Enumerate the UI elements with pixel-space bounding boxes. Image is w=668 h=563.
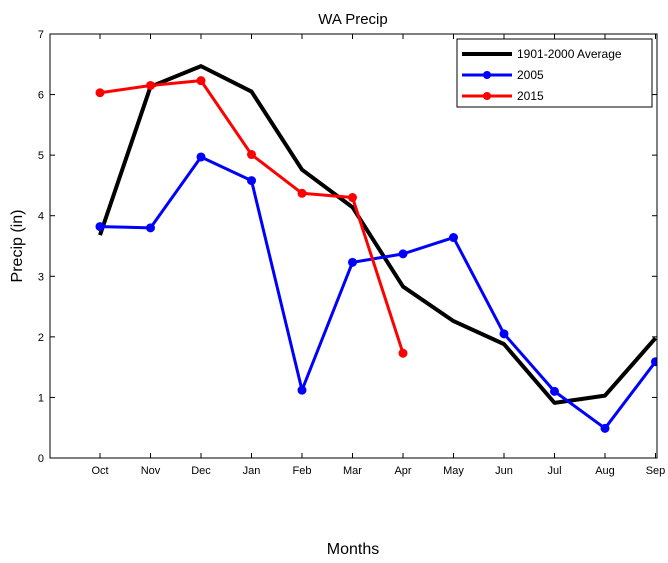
data-point: [550, 386, 559, 396]
legend-label: 1901-2000 Average: [517, 47, 622, 61]
data-point: [348, 257, 357, 267]
series-1: [95, 152, 657, 433]
plot-frame: [49, 33, 658, 459]
x-axis-label: Months: [327, 541, 379, 558]
y-tick-label: 5: [38, 150, 44, 162]
x-tick-label: Sep: [646, 465, 666, 477]
series-line: [99, 155, 657, 430]
y-tick-label: 3: [38, 271, 44, 283]
x-tick-label: Nov: [141, 465, 161, 477]
x-tick-label: Aug: [595, 465, 615, 477]
data-point: [348, 193, 357, 203]
y-tick-label: 0: [38, 453, 44, 465]
data-point: [651, 357, 657, 367]
data-point: [95, 88, 105, 98]
data-point: [398, 348, 408, 358]
y-axis-label: Precip (in): [9, 210, 26, 283]
series-line: [98, 64, 657, 405]
data-point: [95, 222, 105, 232]
data-point: [196, 152, 206, 162]
legend-marker: [483, 92, 491, 100]
series-layer: [95, 64, 657, 433]
data-point: [247, 176, 256, 186]
data-point: [297, 188, 307, 198]
y-tick-label: 6: [38, 90, 44, 102]
y-tick-label: 2: [38, 332, 44, 344]
chart-title: WA Precip: [318, 11, 387, 28]
series-line: [99, 79, 405, 354]
x-tick-label: Oct: [91, 465, 108, 477]
legend-label: 2005: [517, 68, 544, 82]
data-point: [600, 423, 610, 433]
data-point: [499, 329, 509, 339]
series-2: [95, 76, 408, 358]
data-point: [196, 76, 206, 86]
data-point: [146, 223, 155, 233]
x-tick-label: Feb: [293, 465, 312, 477]
data-point: [297, 385, 307, 395]
legend: 1901-2000 Average 2005 2015: [456, 38, 653, 108]
x-tick-label: Mar: [343, 465, 362, 477]
y-tick-label: 4: [38, 211, 44, 223]
y-axis: 0 1 2 3 4 5 6 7: [38, 29, 657, 465]
x-tick-label: May: [443, 465, 464, 477]
data-point: [449, 233, 458, 243]
series-0: [98, 64, 657, 405]
x-tick-label: Jul: [547, 465, 561, 477]
legend-marker: [483, 71, 491, 79]
x-tick-label: Apr: [394, 465, 411, 477]
data-point: [398, 249, 408, 259]
y-tick-label: 7: [38, 29, 44, 41]
legend-label: 2015: [517, 89, 544, 103]
data-point: [247, 150, 256, 160]
x-tick-label: Dec: [191, 465, 211, 477]
x-tick-label: Jun: [495, 465, 513, 477]
data-point: [146, 80, 155, 90]
x-axis: Oct Nov Dec Jan Feb Mar Apr May Jun Jul Aug Sep: [91, 34, 665, 477]
x-tick-label: Jan: [243, 465, 261, 477]
y-tick-label: 1: [38, 392, 44, 404]
